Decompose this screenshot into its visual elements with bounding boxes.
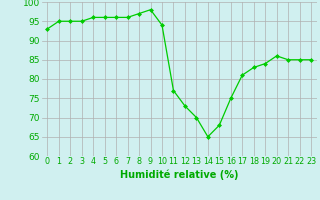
X-axis label: Humidité relative (%): Humidité relative (%): [120, 169, 238, 180]
